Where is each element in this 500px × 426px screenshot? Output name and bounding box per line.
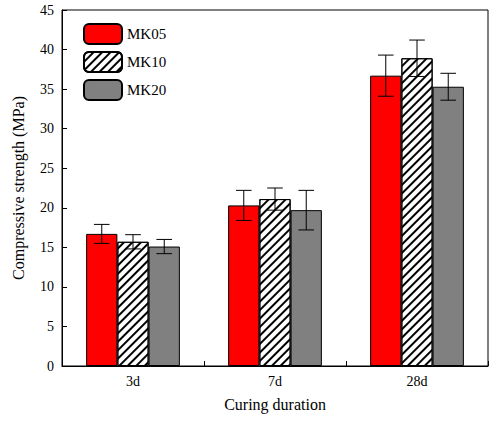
svg-text:30: 30 bbox=[40, 121, 54, 136]
svg-text:25: 25 bbox=[40, 161, 54, 176]
svg-text:0: 0 bbox=[47, 359, 54, 374]
svg-text:15: 15 bbox=[40, 240, 54, 255]
svg-text:5: 5 bbox=[47, 319, 54, 334]
svg-text:28d: 28d bbox=[407, 374, 428, 389]
svg-text:35: 35 bbox=[40, 82, 54, 97]
svg-text:MK05: MK05 bbox=[127, 26, 166, 42]
svg-text:10: 10 bbox=[40, 279, 54, 294]
svg-text:20: 20 bbox=[40, 200, 54, 215]
svg-text:3d: 3d bbox=[126, 374, 140, 389]
svg-text:7d: 7d bbox=[268, 374, 282, 389]
svg-text:40: 40 bbox=[40, 42, 54, 57]
svg-text:45: 45 bbox=[40, 3, 54, 18]
svg-text:Compressive strength (MPa): Compressive strength (MPa) bbox=[10, 96, 28, 280]
svg-text:MK10: MK10 bbox=[127, 54, 166, 70]
svg-text:MK20: MK20 bbox=[127, 82, 166, 98]
svg-text:Curing duration: Curing duration bbox=[224, 396, 326, 414]
